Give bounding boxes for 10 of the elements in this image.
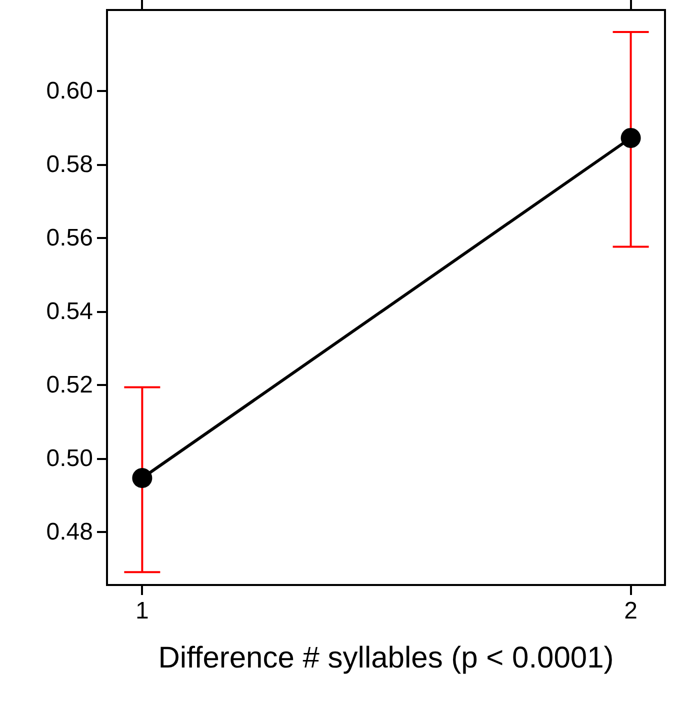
y-tick-label: 0.60: [46, 77, 93, 104]
x-tick-label: 2: [624, 598, 638, 624]
y-tick-label: 0.52: [46, 372, 93, 398]
y-tick-label: 0.56: [46, 224, 93, 252]
y-tick-label: 0.54: [46, 298, 93, 325]
y-tick-label: 0.58: [46, 150, 93, 178]
y-tick-label: 0.50: [46, 445, 93, 472]
y-tick-label: 0.48: [46, 518, 93, 546]
x-axis-title: Difference # syllables (p < 0.0001): [158, 642, 614, 674]
x-tick-label: 1: [136, 598, 149, 624]
